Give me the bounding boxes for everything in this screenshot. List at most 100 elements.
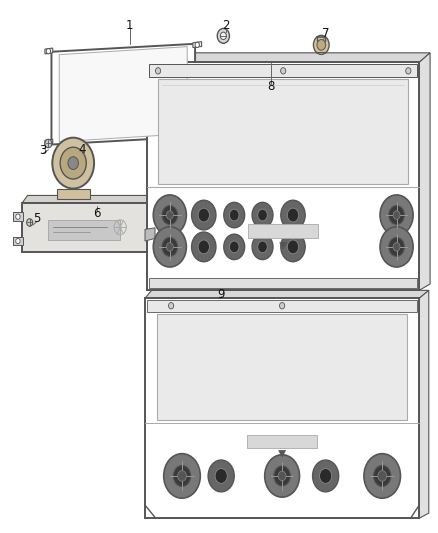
Bar [248,223,318,238]
Circle shape [155,68,161,74]
Circle shape [224,203,245,228]
Polygon shape [145,298,419,519]
Circle shape [380,195,413,235]
Text: 7: 7 [322,27,329,39]
Polygon shape [67,131,79,138]
Circle shape [52,138,94,189]
Circle shape [317,39,325,50]
Circle shape [230,241,239,253]
Polygon shape [419,53,430,290]
Circle shape [281,68,286,74]
Polygon shape [13,237,23,245]
Circle shape [60,147,86,179]
Bar [147,300,417,312]
Circle shape [45,139,52,148]
Circle shape [208,460,234,492]
Polygon shape [147,196,155,252]
Circle shape [313,460,339,492]
Circle shape [215,469,227,483]
Circle shape [287,208,299,222]
Circle shape [153,227,186,267]
Polygon shape [147,53,430,62]
Text: 6: 6 [93,207,101,220]
Polygon shape [45,48,53,54]
Polygon shape [158,79,408,184]
Text: 4: 4 [78,143,86,156]
Polygon shape [45,139,53,145]
Polygon shape [59,47,187,142]
Circle shape [230,209,239,221]
Circle shape [265,455,300,497]
Circle shape [287,240,299,254]
Circle shape [173,465,191,487]
Circle shape [389,237,404,256]
Circle shape [46,140,50,145]
Text: 8: 8 [268,80,275,93]
Polygon shape [280,243,287,249]
Circle shape [68,157,78,169]
Polygon shape [193,42,201,47]
Circle shape [393,211,400,219]
Circle shape [378,471,387,481]
Circle shape [380,227,413,267]
Circle shape [217,28,230,43]
Circle shape [258,209,267,221]
Circle shape [191,232,216,262]
Circle shape [278,471,286,481]
Circle shape [178,471,186,481]
Polygon shape [51,44,195,144]
Polygon shape [419,290,429,519]
Text: 5: 5 [33,212,41,225]
Circle shape [169,303,174,309]
Circle shape [16,214,20,219]
Circle shape [320,469,332,483]
Circle shape [252,203,273,228]
Circle shape [162,237,178,256]
Circle shape [198,208,209,222]
Polygon shape [193,132,201,138]
Circle shape [198,240,209,254]
Bar [247,434,317,448]
Circle shape [374,465,391,487]
Circle shape [166,243,173,251]
Circle shape [220,32,226,39]
Bar [149,64,417,77]
Bar [149,278,417,288]
Polygon shape [22,196,155,203]
Circle shape [164,454,200,498]
Circle shape [364,454,400,498]
Polygon shape [279,450,286,457]
Circle shape [46,49,50,54]
Circle shape [224,234,245,260]
Circle shape [153,195,186,235]
Circle shape [274,466,290,486]
Circle shape [195,132,199,138]
Circle shape [314,35,329,54]
Polygon shape [145,228,155,241]
Circle shape [252,234,273,260]
Circle shape [195,42,199,47]
Circle shape [389,206,404,224]
Circle shape [258,241,267,253]
Polygon shape [22,203,147,252]
Polygon shape [199,79,215,91]
Circle shape [281,232,305,262]
Polygon shape [157,314,407,420]
Circle shape [406,68,411,74]
Text: 1: 1 [126,19,134,32]
Circle shape [166,211,173,219]
Text: 2: 2 [222,19,229,32]
Circle shape [393,243,400,251]
Text: 9: 9 [217,288,225,301]
Circle shape [191,200,216,230]
Circle shape [162,206,178,224]
Circle shape [279,303,285,309]
Circle shape [16,238,20,244]
Polygon shape [145,290,429,298]
Polygon shape [57,189,90,199]
Polygon shape [13,213,23,221]
Circle shape [27,219,33,226]
Bar [48,220,120,240]
Text: 3: 3 [39,144,46,157]
Circle shape [281,200,305,230]
